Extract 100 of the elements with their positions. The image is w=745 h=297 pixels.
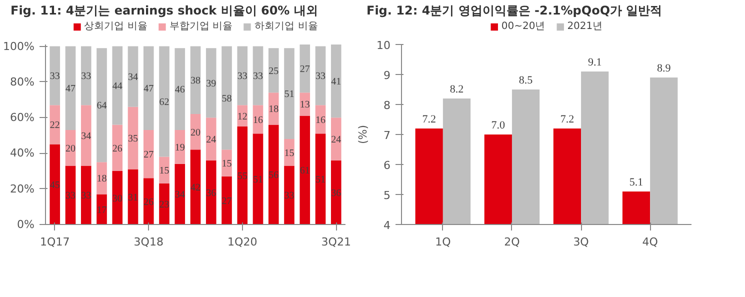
data-label: 47 <box>144 84 154 95</box>
bar <box>206 118 216 160</box>
bar <box>330 160 342 224</box>
legend-label: 00~20년 <box>501 20 546 33</box>
data-label: 34 <box>128 72 138 84</box>
data-label: 15 <box>284 148 294 159</box>
bar <box>237 126 248 224</box>
bar <box>159 184 170 224</box>
bar <box>128 106 138 170</box>
chart-title: Fig. 12: 4분기 영업이익률은 -2.1%pQoQ가 일반적 <box>366 4 662 18</box>
bar <box>284 166 294 224</box>
data-label: 33 <box>316 71 326 82</box>
data-label: 55 <box>237 170 248 182</box>
data-label: 51 <box>253 174 263 186</box>
bar <box>80 105 92 166</box>
x-tick-label: 1Q20 <box>228 236 258 248</box>
bar <box>300 44 310 93</box>
bar <box>80 166 92 224</box>
data-label: 24 <box>206 134 216 146</box>
data-label: 27 <box>300 64 310 76</box>
data-label: 46 <box>174 84 185 96</box>
bar <box>222 176 232 224</box>
data-label: 51 <box>284 89 294 100</box>
data-label: 22 <box>50 120 60 132</box>
data-label: 16 <box>253 114 263 126</box>
x-tick-label: 1Q <box>435 236 452 248</box>
data-label: 20 <box>190 127 200 138</box>
bar <box>284 138 294 166</box>
y-tick-label: 100% <box>3 40 35 53</box>
data-label: 33 <box>253 71 263 82</box>
legend-label: 상회기업 비율 <box>84 20 148 33</box>
bar <box>330 118 342 160</box>
legend-label: 2021년 <box>567 20 603 33</box>
data-label: 24 <box>331 134 342 146</box>
data-label: 18 <box>96 174 107 185</box>
data-label: 33 <box>284 190 294 202</box>
bar <box>330 44 342 118</box>
x-tick-label: 1Q17 <box>40 236 70 248</box>
data-label: 8.5 <box>518 74 534 86</box>
data-label: 15 <box>222 158 232 170</box>
data-label: 35 <box>128 134 138 145</box>
bar <box>96 194 107 224</box>
bar <box>300 116 310 224</box>
bar <box>112 124 123 172</box>
bar <box>174 48 186 130</box>
data-label: 30 <box>112 193 122 204</box>
bar <box>112 171 123 224</box>
y-tick-label: 40% <box>10 146 35 160</box>
data-label: 33 <box>81 190 92 202</box>
data-label: 8.9 <box>657 62 672 74</box>
bar <box>96 162 107 194</box>
y-tick-label: 10 <box>376 39 391 52</box>
bar <box>252 134 264 224</box>
bar <box>50 105 60 144</box>
bar <box>143 130 154 178</box>
data-label: 38 <box>190 76 200 87</box>
data-label: 47 <box>66 84 76 95</box>
data-label: 33 <box>50 71 60 82</box>
y-tick-label: 9 <box>384 69 390 82</box>
data-label: 44 <box>112 80 122 92</box>
data-label: 33 <box>66 190 76 202</box>
bar <box>80 46 92 106</box>
data-label: 36 <box>206 188 216 199</box>
data-label: 18 <box>268 104 279 116</box>
bar <box>237 105 248 126</box>
data-label: 62 <box>159 97 170 108</box>
bar <box>174 130 186 164</box>
bar <box>50 46 60 106</box>
data-label: 8.2 <box>450 84 464 96</box>
bar <box>65 166 76 224</box>
bar <box>190 46 201 114</box>
y-tick-label: 4 <box>384 219 390 232</box>
data-label: 12 <box>237 111 248 122</box>
data-label: 33 <box>81 71 92 82</box>
data-label: 13 <box>300 100 310 111</box>
data-label: 42 <box>190 182 200 194</box>
data-label: 20 <box>66 143 76 154</box>
bar <box>159 46 170 157</box>
data-label: 25 <box>268 66 279 77</box>
bar <box>65 46 76 130</box>
x-tick-label: 3Q21 <box>321 236 351 248</box>
data-label: 19 <box>174 142 185 154</box>
data-label: 26 <box>144 196 154 208</box>
data-label: 7.2 <box>560 114 574 126</box>
y-tick-label: 6 <box>384 159 390 172</box>
data-label: 16 <box>316 114 326 126</box>
bar <box>143 178 154 224</box>
legend-label: 부합기업 비율 <box>169 20 233 33</box>
data-label: 34 <box>81 130 92 142</box>
data-label: 27 <box>222 196 232 207</box>
data-label: 17 <box>96 204 107 216</box>
y-tick-label: 8 <box>384 99 390 112</box>
data-label: 33 <box>237 71 248 82</box>
data-label: 7.0 <box>491 120 506 132</box>
data-label: 58 <box>222 93 232 104</box>
x-tick-label: 4Q <box>642 236 658 248</box>
bar <box>222 150 232 176</box>
data-label: 39 <box>206 78 216 90</box>
bar <box>206 160 216 224</box>
data-label: 23 <box>159 200 170 211</box>
